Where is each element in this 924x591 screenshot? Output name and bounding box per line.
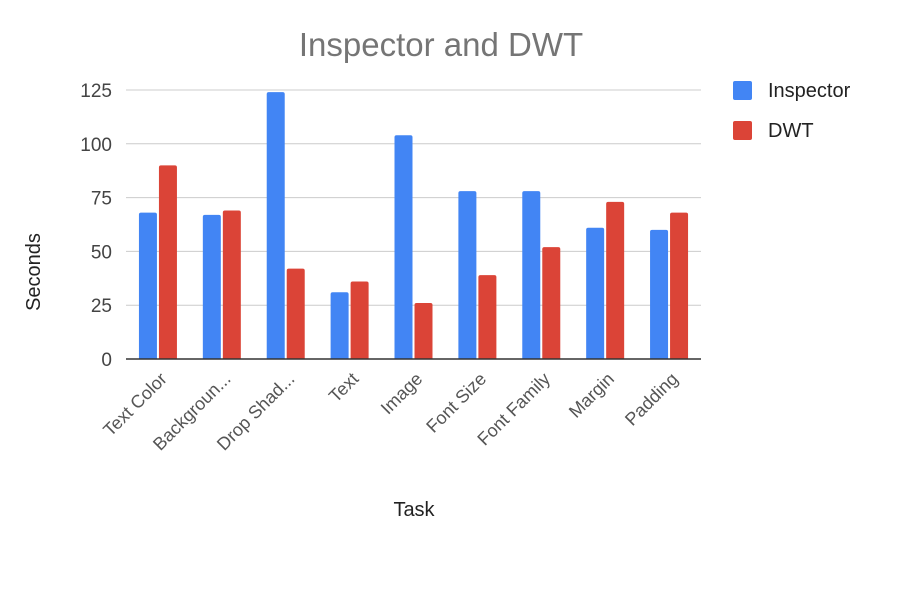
- bar-dwt-8: [670, 212, 689, 359]
- bar-inspector-5: [458, 191, 477, 359]
- x-tick-label: Font Size: [422, 369, 490, 437]
- bar-dwt-5: [478, 275, 497, 359]
- y-axis-ticks: 0 25 50 75 100 125: [80, 81, 112, 371]
- bar-dwt-6: [542, 247, 561, 359]
- bar-inspector-8: [650, 229, 669, 359]
- bar-inspector-6: [522, 191, 541, 359]
- bar-dwt-4: [414, 303, 433, 359]
- bar-inspector-2: [266, 92, 285, 359]
- bar-inspector-7: [586, 227, 605, 359]
- legend-swatch-dwt: [733, 121, 752, 140]
- legend-label-inspector: Inspector: [768, 80, 851, 102]
- y-tick-label: 25: [91, 296, 112, 317]
- legend: Inspector DWT: [733, 80, 851, 142]
- y-tick-label: 0: [101, 350, 112, 371]
- x-tick-label: Image: [377, 369, 427, 419]
- bar-dwt-1: [222, 210, 241, 359]
- legend-swatch-inspector: [733, 81, 752, 100]
- y-tick-label: 100: [80, 135, 112, 156]
- bar-dwt-7: [606, 201, 625, 359]
- x-tick-label: Text: [325, 369, 362, 406]
- y-tick-label: 75: [91, 189, 112, 210]
- x-tick-label: Padding: [621, 369, 682, 430]
- x-axis-title: Task: [393, 499, 435, 521]
- bar-dwt-2: [286, 268, 305, 359]
- bar-inspector-1: [202, 214, 221, 359]
- y-tick-label: 50: [91, 242, 112, 263]
- chart-title: Inspector and DWT: [299, 26, 583, 63]
- y-tick-label: 125: [80, 81, 112, 102]
- gridlines: [126, 89, 701, 306]
- x-tick-label: Margin: [565, 369, 618, 422]
- legend-label-dwt: DWT: [768, 120, 814, 142]
- bar-dwt-3: [350, 281, 369, 359]
- bar-inspector-0: [138, 212, 157, 359]
- bar-inspector-4: [394, 135, 413, 359]
- bar-dwt-0: [158, 165, 177, 359]
- y-axis-title: Seconds: [23, 233, 45, 311]
- bars: [138, 92, 689, 359]
- bar-inspector-3: [330, 292, 349, 359]
